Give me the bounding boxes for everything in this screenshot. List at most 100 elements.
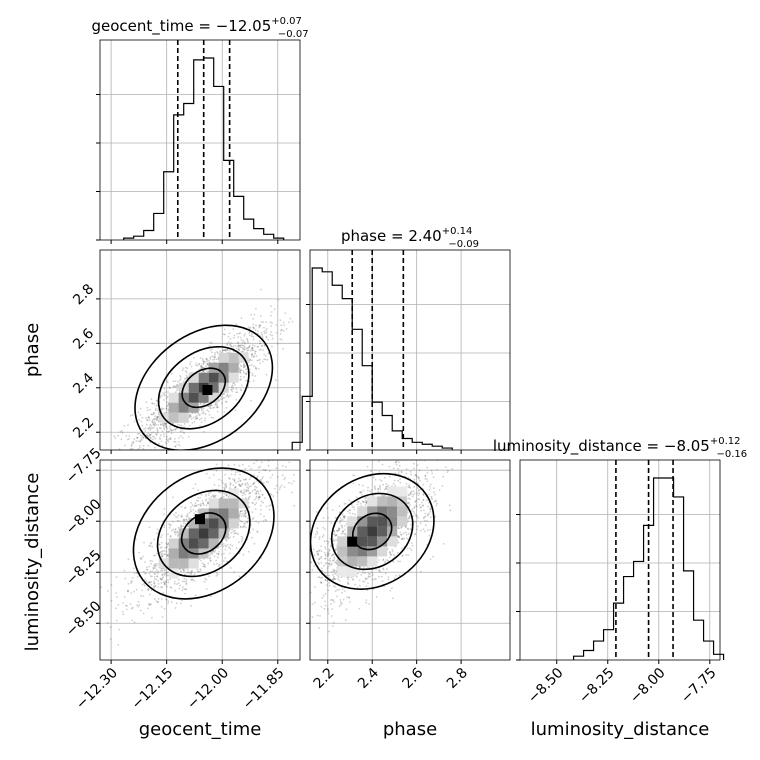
scatter-point bbox=[169, 586, 172, 589]
scatter-point bbox=[303, 314, 305, 316]
scatter-point bbox=[239, 346, 242, 348]
scatter-point bbox=[171, 429, 174, 432]
scatter-point bbox=[214, 354, 217, 356]
scatter-point bbox=[161, 430, 164, 432]
scatter-point bbox=[156, 569, 158, 572]
density-cell bbox=[218, 362, 229, 373]
scatter-point bbox=[181, 580, 184, 583]
scatter-point bbox=[209, 358, 212, 360]
scatter-point bbox=[365, 501, 368, 503]
scatter-point bbox=[249, 495, 251, 498]
scatter-point bbox=[264, 518, 267, 521]
scatter-point bbox=[244, 342, 247, 345]
scatter-point bbox=[263, 353, 266, 356]
scatter-point bbox=[153, 587, 156, 589]
scatter-point bbox=[429, 508, 432, 511]
scatter-point bbox=[270, 504, 272, 507]
scatter-point bbox=[409, 498, 411, 501]
scatter-point bbox=[359, 491, 362, 493]
scatter-point bbox=[220, 543, 223, 546]
scatter-point bbox=[122, 602, 124, 604]
scatter-point bbox=[421, 501, 423, 504]
scatter-point bbox=[244, 497, 247, 499]
scatter-point bbox=[423, 509, 425, 512]
scatter-point bbox=[244, 513, 247, 515]
scatter-point bbox=[270, 305, 272, 308]
scatter-point bbox=[182, 586, 184, 588]
scatter-point bbox=[195, 499, 198, 502]
scatter-point bbox=[117, 465, 119, 467]
scatter-point bbox=[223, 487, 226, 490]
scatter-point bbox=[208, 575, 210, 577]
scatter-point bbox=[180, 602, 182, 605]
scatter-point bbox=[262, 321, 265, 323]
scatter-point bbox=[186, 520, 189, 523]
scatter-point bbox=[242, 370, 245, 372]
scatter-point bbox=[174, 533, 177, 536]
scatter-point bbox=[185, 462, 187, 464]
scatter-point bbox=[367, 576, 370, 579]
scatter-point bbox=[157, 582, 160, 585]
scatter-point bbox=[147, 427, 150, 430]
scatter-point bbox=[223, 411, 226, 413]
scatter-point bbox=[409, 504, 412, 506]
scatter-point bbox=[151, 402, 154, 405]
scatter-point bbox=[159, 569, 162, 572]
scatter-point bbox=[267, 338, 269, 341]
scatter-point bbox=[394, 472, 397, 475]
scatter-point bbox=[343, 516, 346, 518]
scatter-point bbox=[163, 573, 166, 576]
scatter-point bbox=[333, 556, 335, 559]
scatter-point bbox=[152, 413, 155, 416]
scatter-point bbox=[238, 575, 241, 578]
scatter-point bbox=[229, 337, 232, 340]
scatter-point bbox=[387, 560, 389, 562]
scatter-point bbox=[154, 417, 156, 420]
scatter-point bbox=[129, 414, 132, 417]
scatter-point bbox=[338, 588, 341, 591]
scatter-point bbox=[179, 430, 182, 433]
scatter-point bbox=[148, 416, 150, 419]
scatter-point bbox=[267, 352, 270, 355]
scatter-point bbox=[271, 345, 273, 348]
scatter-point bbox=[161, 616, 164, 618]
scatter-point bbox=[259, 315, 262, 317]
scatter-point bbox=[358, 483, 360, 486]
scatter-point bbox=[378, 471, 381, 473]
scatter-point bbox=[172, 385, 175, 388]
scatter-point bbox=[291, 580, 293, 582]
scatter-point bbox=[327, 550, 330, 553]
scatter-point bbox=[217, 406, 219, 409]
scatter-point bbox=[242, 514, 245, 517]
scatter-point bbox=[245, 373, 248, 376]
scatter-point bbox=[200, 364, 203, 367]
scatter-point bbox=[149, 575, 152, 577]
scatter-point bbox=[237, 344, 240, 346]
scatter-point bbox=[199, 496, 202, 499]
scatter-point bbox=[255, 307, 257, 310]
scatter-point bbox=[239, 332, 242, 335]
scatter-point bbox=[391, 587, 393, 590]
scatter-point bbox=[184, 522, 187, 525]
scatter-point bbox=[229, 528, 231, 531]
scatter-point bbox=[155, 407, 157, 410]
scatter-point bbox=[172, 429, 175, 431]
scatter-point bbox=[150, 580, 153, 583]
scatter-point bbox=[362, 489, 365, 492]
scatter-point bbox=[154, 571, 157, 573]
scatter-point bbox=[368, 603, 371, 605]
scatter-point bbox=[241, 342, 244, 344]
scatter-point bbox=[250, 453, 252, 455]
scatter-point bbox=[321, 597, 324, 599]
scatter-point bbox=[410, 473, 412, 476]
scatter-point bbox=[275, 332, 278, 334]
scatter-point bbox=[356, 572, 359, 575]
scatter-point bbox=[177, 582, 180, 584]
scatter-point bbox=[156, 404, 159, 406]
scatter-point bbox=[208, 359, 210, 362]
scatter-point bbox=[200, 365, 202, 367]
scatter-point bbox=[144, 572, 147, 575]
scatter-point bbox=[278, 488, 281, 491]
scatter-point bbox=[209, 560, 212, 562]
scatter-point bbox=[213, 551, 216, 553]
